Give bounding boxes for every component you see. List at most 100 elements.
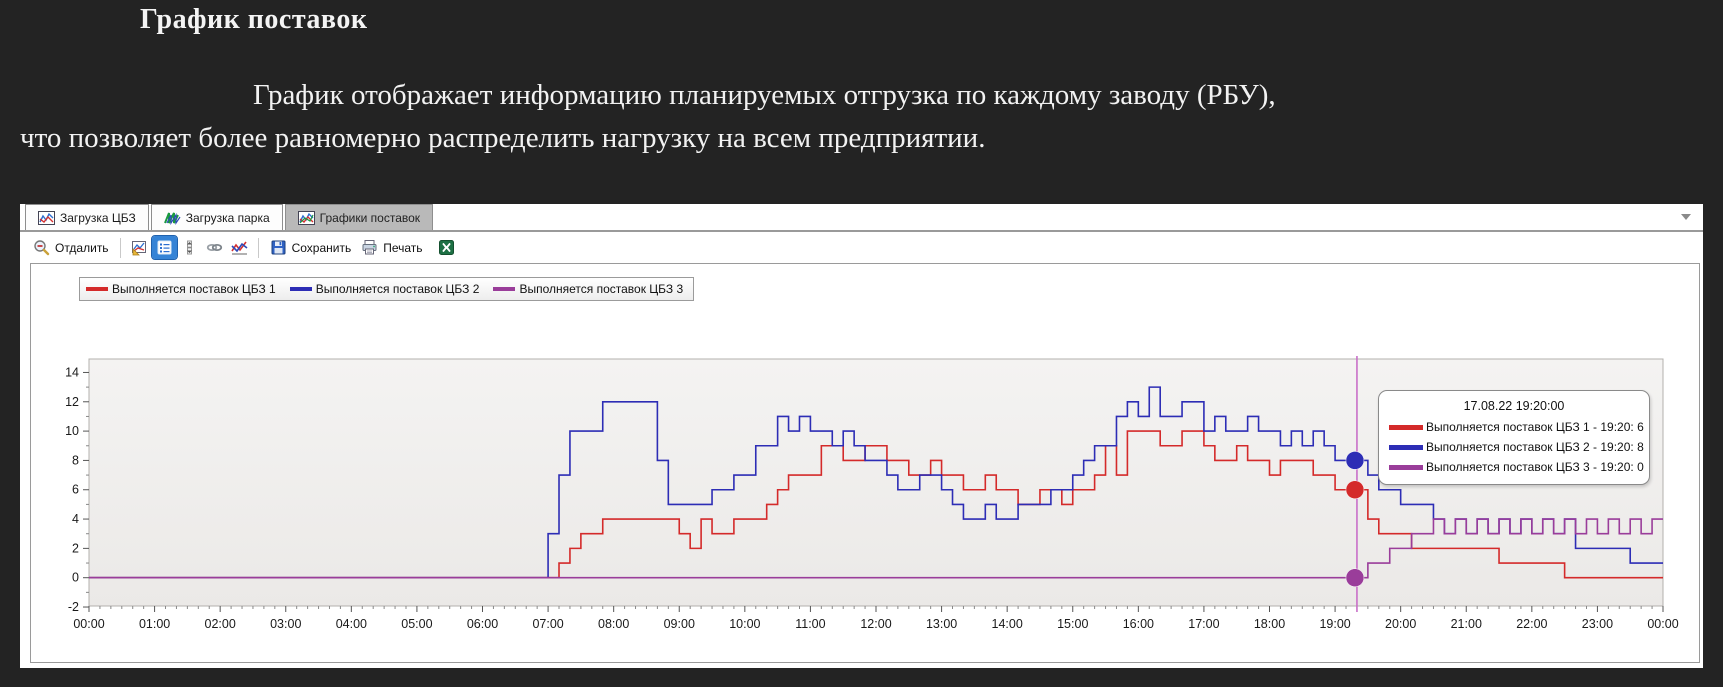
y-tick-label: 8 bbox=[72, 453, 79, 467]
toolbar-separator bbox=[257, 237, 259, 258]
tooltip-row: Выполняется поставок ЦБЗ 1 - 19:20: 6 bbox=[1389, 420, 1644, 434]
legend-color-dash bbox=[289, 287, 312, 291]
line-chart-icon bbox=[297, 210, 315, 225]
legend-list-icon bbox=[157, 240, 172, 255]
cursor-value-dot bbox=[1345, 568, 1365, 587]
tab-zagruzka-cbz[interactable]: Загрузка ЦБЗ bbox=[25, 204, 149, 230]
x-tick-label: 21:00 bbox=[1451, 617, 1482, 631]
magnifier-minus-icon bbox=[34, 240, 50, 256]
app-window: Загрузка ЦБЗ Загрузка парка Графики пост… bbox=[20, 204, 1703, 668]
tooltip-color-dash bbox=[1389, 464, 1423, 470]
legend-label: Выполняется поставок ЦБЗ 2 bbox=[315, 282, 480, 296]
link-button[interactable] bbox=[202, 236, 227, 259]
legend-item: Выполняется поставок ЦБЗ 1 bbox=[86, 282, 276, 296]
x-tick-label: 18:00 bbox=[1254, 617, 1285, 631]
x-tick-label: 19:00 bbox=[1319, 617, 1350, 631]
tab-bar: Загрузка ЦБЗ Загрузка парка Графики пост… bbox=[20, 204, 1703, 232]
save-label: Сохранить bbox=[291, 240, 352, 255]
y-tick-label: -2 bbox=[68, 600, 79, 614]
tab-grafiki-postavok[interactable]: Графики поставок bbox=[284, 204, 434, 230]
x-tick-label: 07:00 bbox=[532, 617, 563, 631]
y-tick-label: 2 bbox=[72, 541, 79, 555]
x-tick-label: 10:00 bbox=[729, 617, 760, 631]
series-line bbox=[89, 430, 1663, 579]
legend-label: Выполняется поставок ЦБЗ 1 bbox=[112, 282, 276, 296]
tooltip-color-dash bbox=[1389, 424, 1423, 430]
y-tick-label: 10 bbox=[65, 424, 79, 438]
curves-button[interactable] bbox=[227, 236, 252, 259]
legend-item: Выполняется поставок ЦБЗ 2 bbox=[289, 282, 480, 296]
tooltip-row-text: Выполняется поставок ЦБЗ 2 - 19:20: 8 bbox=[1426, 440, 1644, 454]
zoom-out-label: Отдалить bbox=[55, 240, 109, 255]
chart-properties-button[interactable] bbox=[127, 236, 152, 259]
y-tick-label: 6 bbox=[72, 483, 79, 497]
x-tick-label: 06:00 bbox=[467, 617, 498, 631]
y-tick-label: 14 bbox=[65, 365, 79, 379]
y-tick-label: 0 bbox=[72, 571, 79, 585]
x-tick-label: 11:00 bbox=[795, 617, 825, 631]
tooltip-color-dash bbox=[1389, 444, 1423, 450]
legend-label: Выполняется поставок ЦБЗ 3 bbox=[519, 282, 684, 296]
x-tick-label: 23:00 bbox=[1582, 617, 1613, 631]
toggle-legend-button[interactable] bbox=[150, 235, 178, 260]
tooltip-row: Выполняется поставок ЦБЗ 2 - 19:20: 8 bbox=[1389, 440, 1644, 454]
x-tick-label: 08:00 bbox=[598, 617, 629, 631]
cursor-value-dot bbox=[1345, 451, 1365, 470]
x-tick-label: 02:00 bbox=[205, 617, 236, 631]
x-tick-label: 04:00 bbox=[336, 617, 367, 631]
tab-label: Загрузка ЦБЗ bbox=[60, 210, 136, 225]
legend-item: Выполняется поставок ЦБЗ 3 bbox=[493, 282, 683, 296]
x-tick-label: 03:00 bbox=[270, 617, 301, 631]
x-tick-label: 05:00 bbox=[401, 617, 432, 631]
print-button[interactable]: Печать bbox=[356, 236, 427, 259]
x-tick-label: 14:00 bbox=[992, 617, 1023, 631]
x-tick-label: 12:00 bbox=[860, 617, 891, 631]
print-label: Печать bbox=[383, 240, 423, 255]
line-chart-icon bbox=[38, 210, 55, 225]
chart-properties-icon bbox=[131, 241, 146, 256]
chart-panel: Выполняется поставок ЦБЗ 1 Выполняется по… bbox=[30, 263, 1700, 663]
tab-label: Загрузка парка bbox=[185, 210, 270, 225]
series-line bbox=[89, 518, 1663, 579]
x-tick-label: 15:00 bbox=[1057, 617, 1088, 631]
save-button[interactable]: Сохранить bbox=[265, 236, 357, 259]
legend-color-dash bbox=[493, 287, 516, 291]
x-tick-label: 00:00 bbox=[1647, 617, 1678, 631]
vertical-slider-button[interactable] bbox=[177, 236, 202, 259]
legend-color-dash bbox=[86, 287, 108, 291]
toolbar: Отдалить bbox=[20, 232, 1703, 263]
chart-tooltip: 17.08.22 19:20:00 Выполняется поставок Ц… bbox=[1378, 390, 1650, 485]
x-tick-label: 09:00 bbox=[664, 617, 695, 631]
cursor-value-dot bbox=[1345, 480, 1365, 499]
x-tick-label: 01:00 bbox=[139, 617, 170, 631]
y-tick-label: 4 bbox=[72, 512, 79, 526]
page-paragraph: График отображает информацию планируемых… bbox=[20, 74, 1700, 160]
x-tick-label: 17:00 bbox=[1188, 617, 1219, 631]
vertical-slider-icon bbox=[186, 240, 192, 255]
printer-icon bbox=[362, 240, 377, 255]
tab-label: Графики поставок bbox=[319, 210, 421, 225]
page-title: График поставок bbox=[140, 4, 368, 35]
tab-zagruzka-parka[interactable]: Загрузка парка bbox=[150, 204, 283, 230]
x-tick-label: 16:00 bbox=[1123, 617, 1154, 631]
export-excel-button[interactable] bbox=[434, 236, 459, 259]
floppy-disk-icon bbox=[271, 240, 286, 255]
paragraph-line-1: График отображает информацию планируемых… bbox=[253, 79, 1276, 111]
tooltip-row-text: Выполняется поставок ЦБЗ 1 - 19:20: 6 bbox=[1426, 420, 1644, 434]
chevron-down-icon[interactable] bbox=[1681, 214, 1691, 220]
curves-icon bbox=[230, 241, 248, 255]
zoom-out-button[interactable]: Отдалить bbox=[28, 236, 114, 259]
chart-legend: Выполняется поставок ЦБЗ 1 Выполняется по… bbox=[79, 277, 695, 301]
tooltip-row-text: Выполняется поставок ЦБЗ 3 - 19:20: 0 bbox=[1426, 460, 1644, 474]
y-tick-label: 12 bbox=[65, 395, 79, 409]
tooltip-row: Выполняется поставок ЦБЗ 3 - 19:20: 0 bbox=[1389, 460, 1644, 474]
x-tick-label: 20:00 bbox=[1385, 617, 1416, 631]
toolbar-separator bbox=[119, 237, 121, 258]
excel-icon bbox=[438, 240, 454, 255]
x-tick-label: 13:00 bbox=[926, 617, 957, 631]
tooltip-timestamp: 17.08.22 19:20:00 bbox=[1463, 399, 1565, 413]
paragraph-line-2: что позволяет более равномерно распредел… bbox=[20, 122, 986, 154]
x-tick-label: 22:00 bbox=[1516, 617, 1547, 631]
chain-link-icon bbox=[206, 244, 222, 251]
